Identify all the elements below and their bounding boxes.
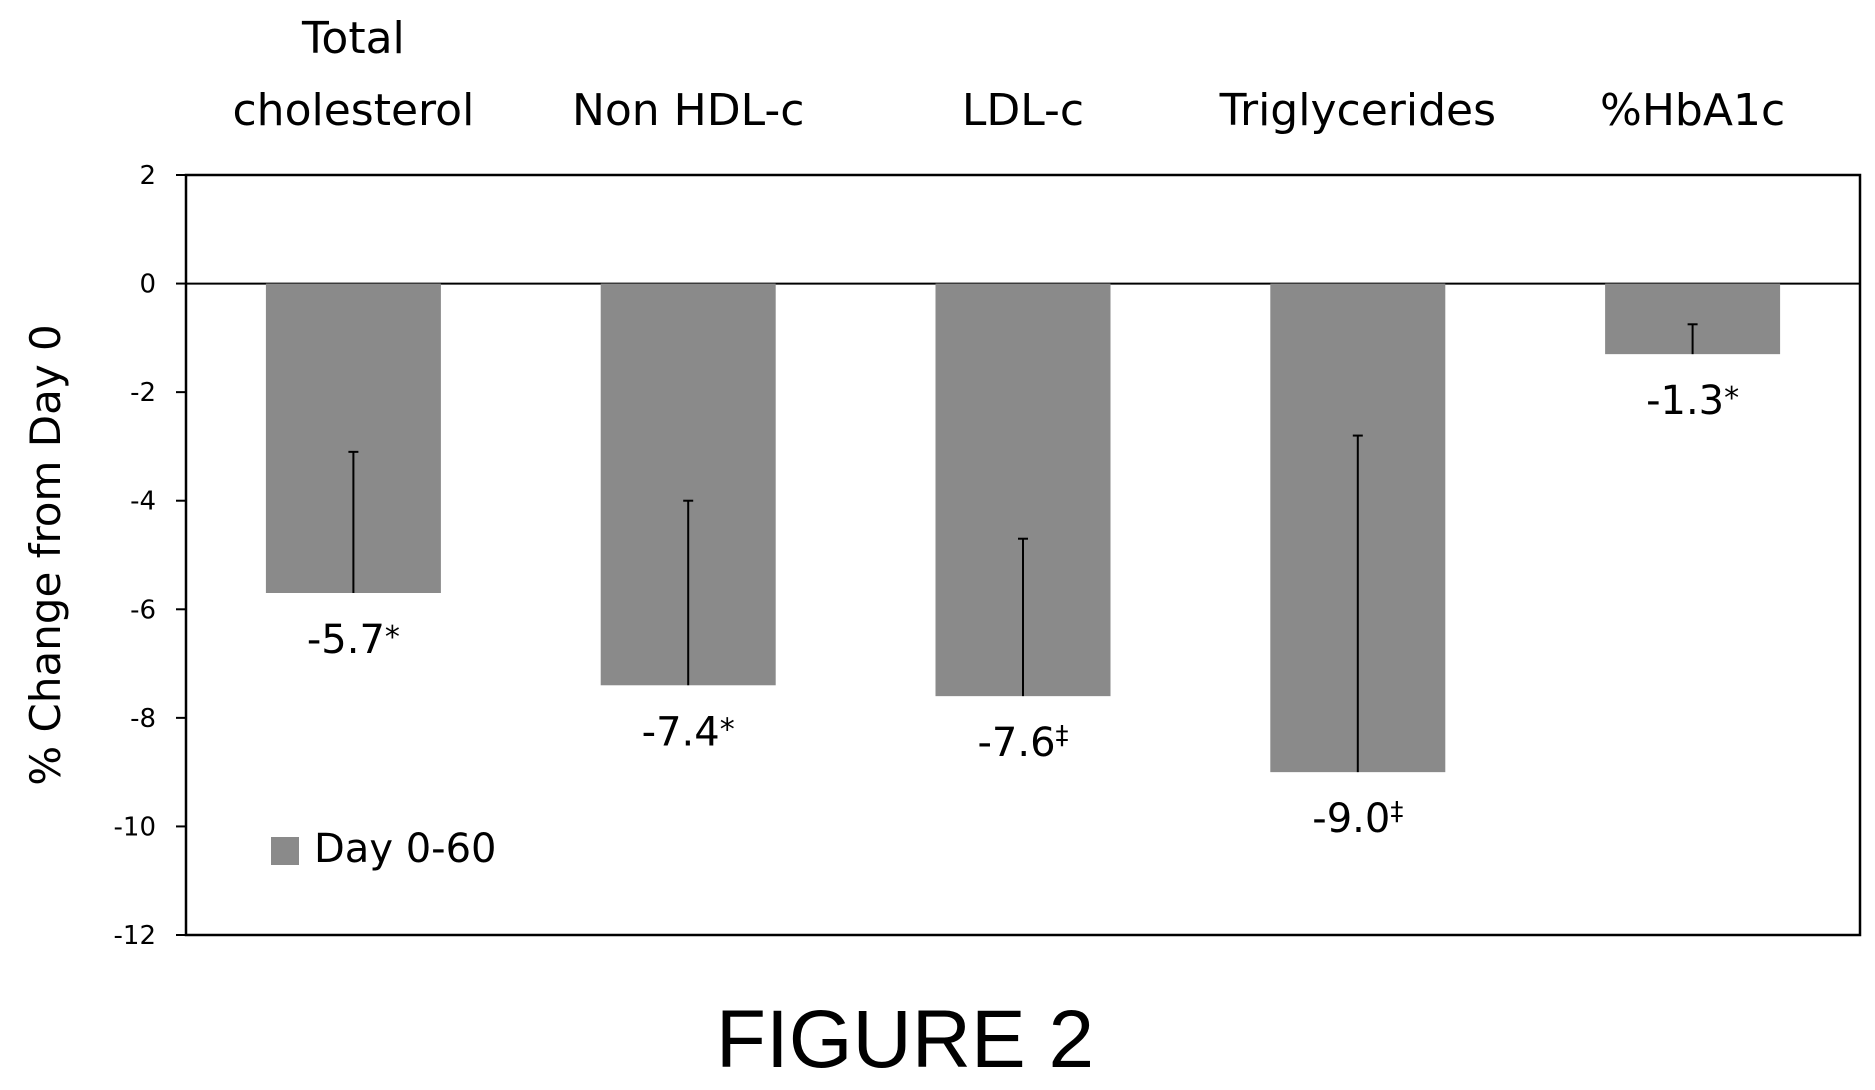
category-label: LDL-c <box>962 85 1084 136</box>
significance-marker: * <box>385 620 400 655</box>
data-label: -1.3* <box>1646 378 1739 424</box>
y-tick-label: 2 <box>139 161 156 191</box>
category-label: Triglycerides <box>1219 85 1496 136</box>
y-tick-label: -4 <box>130 487 156 517</box>
y-tick-label: -6 <box>130 595 156 625</box>
legend-swatch <box>271 837 299 865</box>
data-label: -9.0‡ <box>1312 796 1403 842</box>
category-label: Non HDL-c <box>572 85 804 136</box>
legend-label: Day 0-60 <box>314 826 496 872</box>
plot-frame <box>184 173 1862 937</box>
significance-marker: ‡ <box>1390 797 1403 827</box>
y-tick-label: -2 <box>130 378 156 408</box>
y-tick-label: -12 <box>114 921 156 951</box>
data-label: -7.4* <box>642 709 735 755</box>
y-axis-label: % Change from Day 0 <box>21 324 70 786</box>
significance-marker: ‡ <box>1056 721 1069 751</box>
figure-caption: FIGURE 2 <box>715 994 1095 1085</box>
category-label: %HbA1c <box>1600 85 1785 136</box>
category-label: Total cholesterol <box>232 13 474 136</box>
y-tick-label: 0 <box>139 270 156 300</box>
data-label: -5.7* <box>307 617 400 663</box>
significance-marker: * <box>1724 381 1739 416</box>
significance-marker: * <box>720 712 735 747</box>
y-tick-label: -10 <box>114 812 156 842</box>
data-label: -7.6‡ <box>977 720 1068 766</box>
y-tick-label: -8 <box>130 704 156 734</box>
